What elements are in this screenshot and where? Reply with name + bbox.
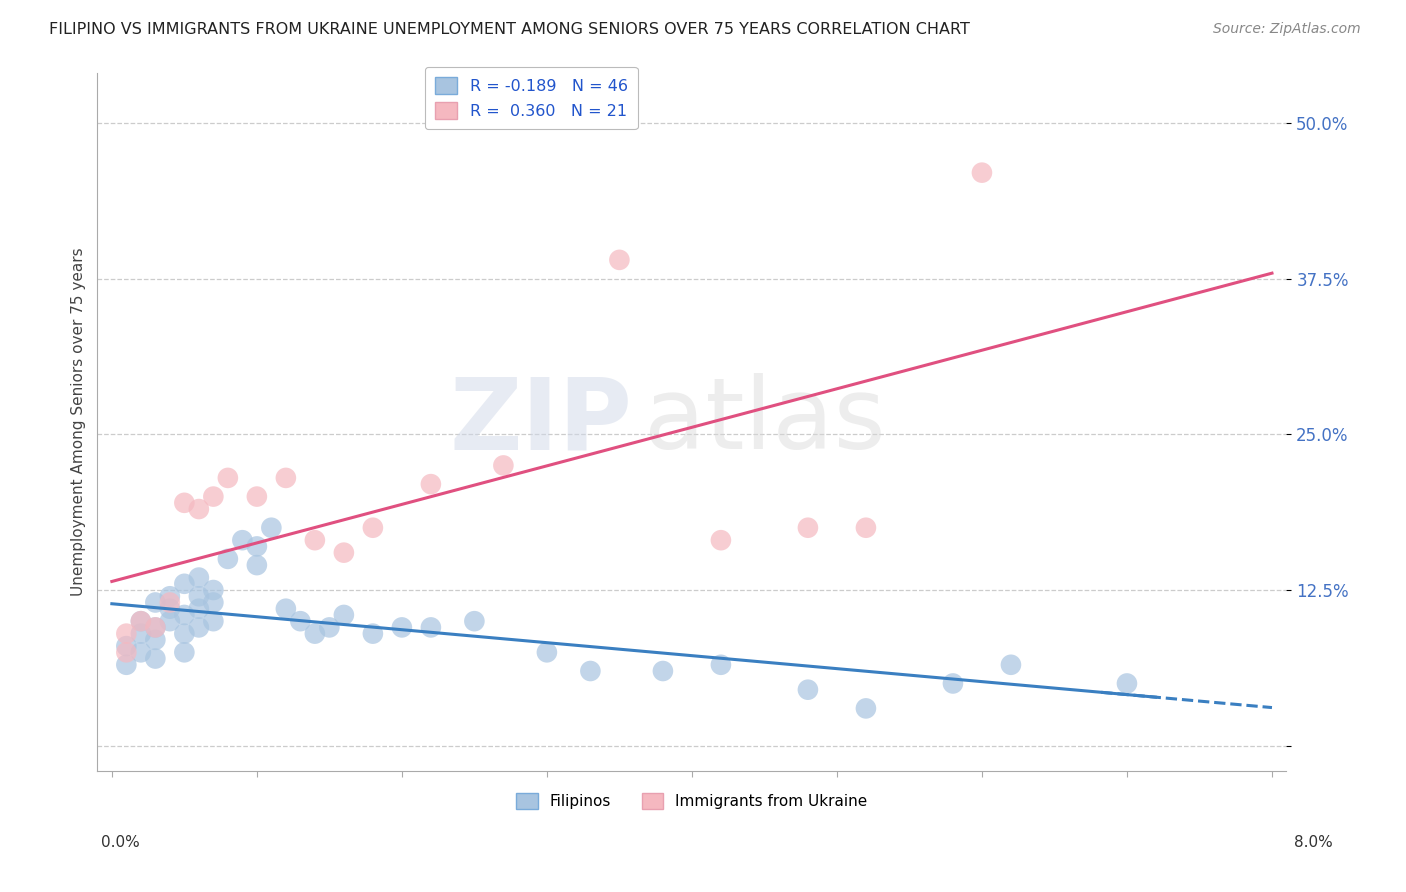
Point	[129, 645, 152, 659]
Text: 8.0%: 8.0%	[1294, 836, 1333, 850]
Point	[942, 676, 965, 690]
Point	[115, 657, 138, 672]
Point	[173, 576, 195, 591]
Point	[246, 490, 269, 504]
Point	[143, 620, 166, 634]
Point	[290, 614, 312, 628]
Point	[143, 632, 166, 647]
Point	[274, 471, 297, 485]
Point	[202, 614, 225, 628]
Text: FILIPINO VS IMMIGRANTS FROM UKRAINE UNEMPLOYMENT AMONG SENIORS OVER 75 YEARS COR: FILIPINO VS IMMIGRANTS FROM UKRAINE UNEM…	[49, 22, 970, 37]
Point	[492, 458, 515, 473]
Point	[187, 502, 209, 516]
Point	[115, 639, 138, 653]
Point	[1000, 657, 1022, 672]
Point	[159, 589, 181, 603]
Point	[318, 620, 340, 634]
Text: Source: ZipAtlas.com: Source: ZipAtlas.com	[1213, 22, 1361, 37]
Point	[651, 664, 673, 678]
Y-axis label: Unemployment Among Seniors over 75 years: Unemployment Among Seniors over 75 years	[72, 247, 86, 596]
Point	[202, 595, 225, 609]
Point	[304, 626, 326, 640]
Point	[855, 701, 877, 715]
Point	[173, 607, 195, 622]
Point	[710, 657, 733, 672]
Text: atlas: atlas	[644, 374, 886, 470]
Point	[143, 651, 166, 665]
Text: 0.0%: 0.0%	[101, 836, 141, 850]
Point	[187, 620, 209, 634]
Point	[173, 626, 195, 640]
Legend: Filipinos, Immigrants from Ukraine: Filipinos, Immigrants from Ukraine	[510, 787, 873, 815]
Point	[187, 589, 209, 603]
Point	[173, 496, 195, 510]
Point	[115, 645, 138, 659]
Point	[970, 166, 993, 180]
Point	[463, 614, 485, 628]
Point	[536, 645, 558, 659]
Point	[274, 601, 297, 615]
Point	[202, 490, 225, 504]
Point	[129, 614, 152, 628]
Point	[246, 558, 269, 573]
Point	[710, 533, 733, 548]
Point	[1116, 676, 1139, 690]
Point	[855, 521, 877, 535]
Point	[419, 620, 441, 634]
Point	[609, 252, 631, 267]
Point	[797, 682, 820, 697]
Point	[129, 614, 152, 628]
Point	[579, 664, 602, 678]
Point	[391, 620, 413, 634]
Point	[129, 626, 152, 640]
Point	[173, 645, 195, 659]
Point	[159, 595, 181, 609]
Point	[419, 477, 441, 491]
Point	[231, 533, 253, 548]
Point	[217, 552, 239, 566]
Point	[260, 521, 283, 535]
Text: ZIP: ZIP	[450, 374, 633, 470]
Point	[217, 471, 239, 485]
Point	[143, 595, 166, 609]
Point	[246, 540, 269, 554]
Point	[361, 626, 384, 640]
Point	[143, 620, 166, 634]
Point	[159, 601, 181, 615]
Point	[159, 614, 181, 628]
Point	[333, 546, 356, 560]
Point	[115, 626, 138, 640]
Point	[304, 533, 326, 548]
Point	[202, 582, 225, 597]
Point	[361, 521, 384, 535]
Point	[797, 521, 820, 535]
Point	[187, 571, 209, 585]
Point	[187, 601, 209, 615]
Point	[333, 607, 356, 622]
